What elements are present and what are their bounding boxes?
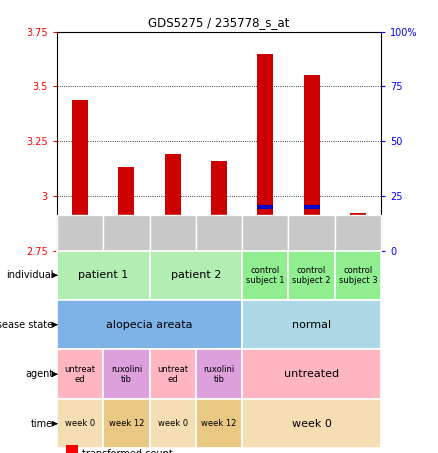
Bar <box>257 205 273 209</box>
Bar <box>72 222 88 226</box>
Bar <box>118 167 134 251</box>
Text: agent: agent <box>25 369 53 379</box>
Bar <box>149 251 242 300</box>
Text: week 0: week 0 <box>292 419 332 429</box>
Bar <box>57 300 242 350</box>
Bar <box>57 350 103 399</box>
Bar <box>242 215 289 251</box>
Bar <box>211 231 227 235</box>
Text: week 0: week 0 <box>65 419 95 428</box>
Bar <box>304 205 320 209</box>
Bar <box>149 215 196 251</box>
Text: control
subject 3: control subject 3 <box>339 266 377 284</box>
Text: week 0: week 0 <box>158 419 188 428</box>
Bar <box>242 300 381 350</box>
Text: control
subject 1: control subject 1 <box>246 266 285 284</box>
Bar <box>149 350 196 399</box>
Bar <box>165 154 181 251</box>
Text: untreat
ed: untreat ed <box>64 365 95 384</box>
Text: individual: individual <box>6 270 53 280</box>
Text: patient 1: patient 1 <box>78 270 128 280</box>
Bar <box>211 161 227 251</box>
Text: untreat
ed: untreat ed <box>157 365 188 384</box>
Text: week 12: week 12 <box>201 419 237 428</box>
Text: transformed count: transformed count <box>82 449 173 453</box>
Bar <box>118 231 134 235</box>
Text: control
subject 2: control subject 2 <box>292 266 331 284</box>
Text: patient 2: patient 2 <box>171 270 221 280</box>
Bar <box>196 215 242 251</box>
Bar <box>350 238 366 241</box>
Bar <box>57 215 103 251</box>
Bar <box>257 53 273 251</box>
Bar <box>72 100 88 251</box>
Text: untreated: untreated <box>284 369 339 379</box>
Bar <box>289 215 335 251</box>
Bar <box>57 399 103 448</box>
Bar <box>304 76 320 251</box>
Bar <box>242 251 289 300</box>
Bar <box>103 215 149 251</box>
Bar <box>335 215 381 251</box>
Bar <box>335 251 381 300</box>
Bar <box>165 229 181 233</box>
Bar <box>196 350 242 399</box>
Bar <box>242 350 381 399</box>
Title: GDS5275 / 235778_s_at: GDS5275 / 235778_s_at <box>148 16 290 29</box>
Bar <box>103 399 149 448</box>
Bar <box>196 399 242 448</box>
Bar <box>149 399 196 448</box>
Bar <box>242 399 381 448</box>
Bar <box>289 251 335 300</box>
Text: alopecia areata: alopecia areata <box>106 320 193 330</box>
Text: disease state: disease state <box>0 320 53 330</box>
Bar <box>66 444 78 453</box>
Bar <box>57 251 149 300</box>
Text: normal: normal <box>292 320 331 330</box>
Text: week 12: week 12 <box>109 419 144 428</box>
Bar <box>350 213 366 251</box>
Text: time: time <box>31 419 53 429</box>
Text: ruxolini
tib: ruxolini tib <box>111 365 142 384</box>
Text: ruxolini
tib: ruxolini tib <box>203 365 235 384</box>
Bar <box>103 350 149 399</box>
